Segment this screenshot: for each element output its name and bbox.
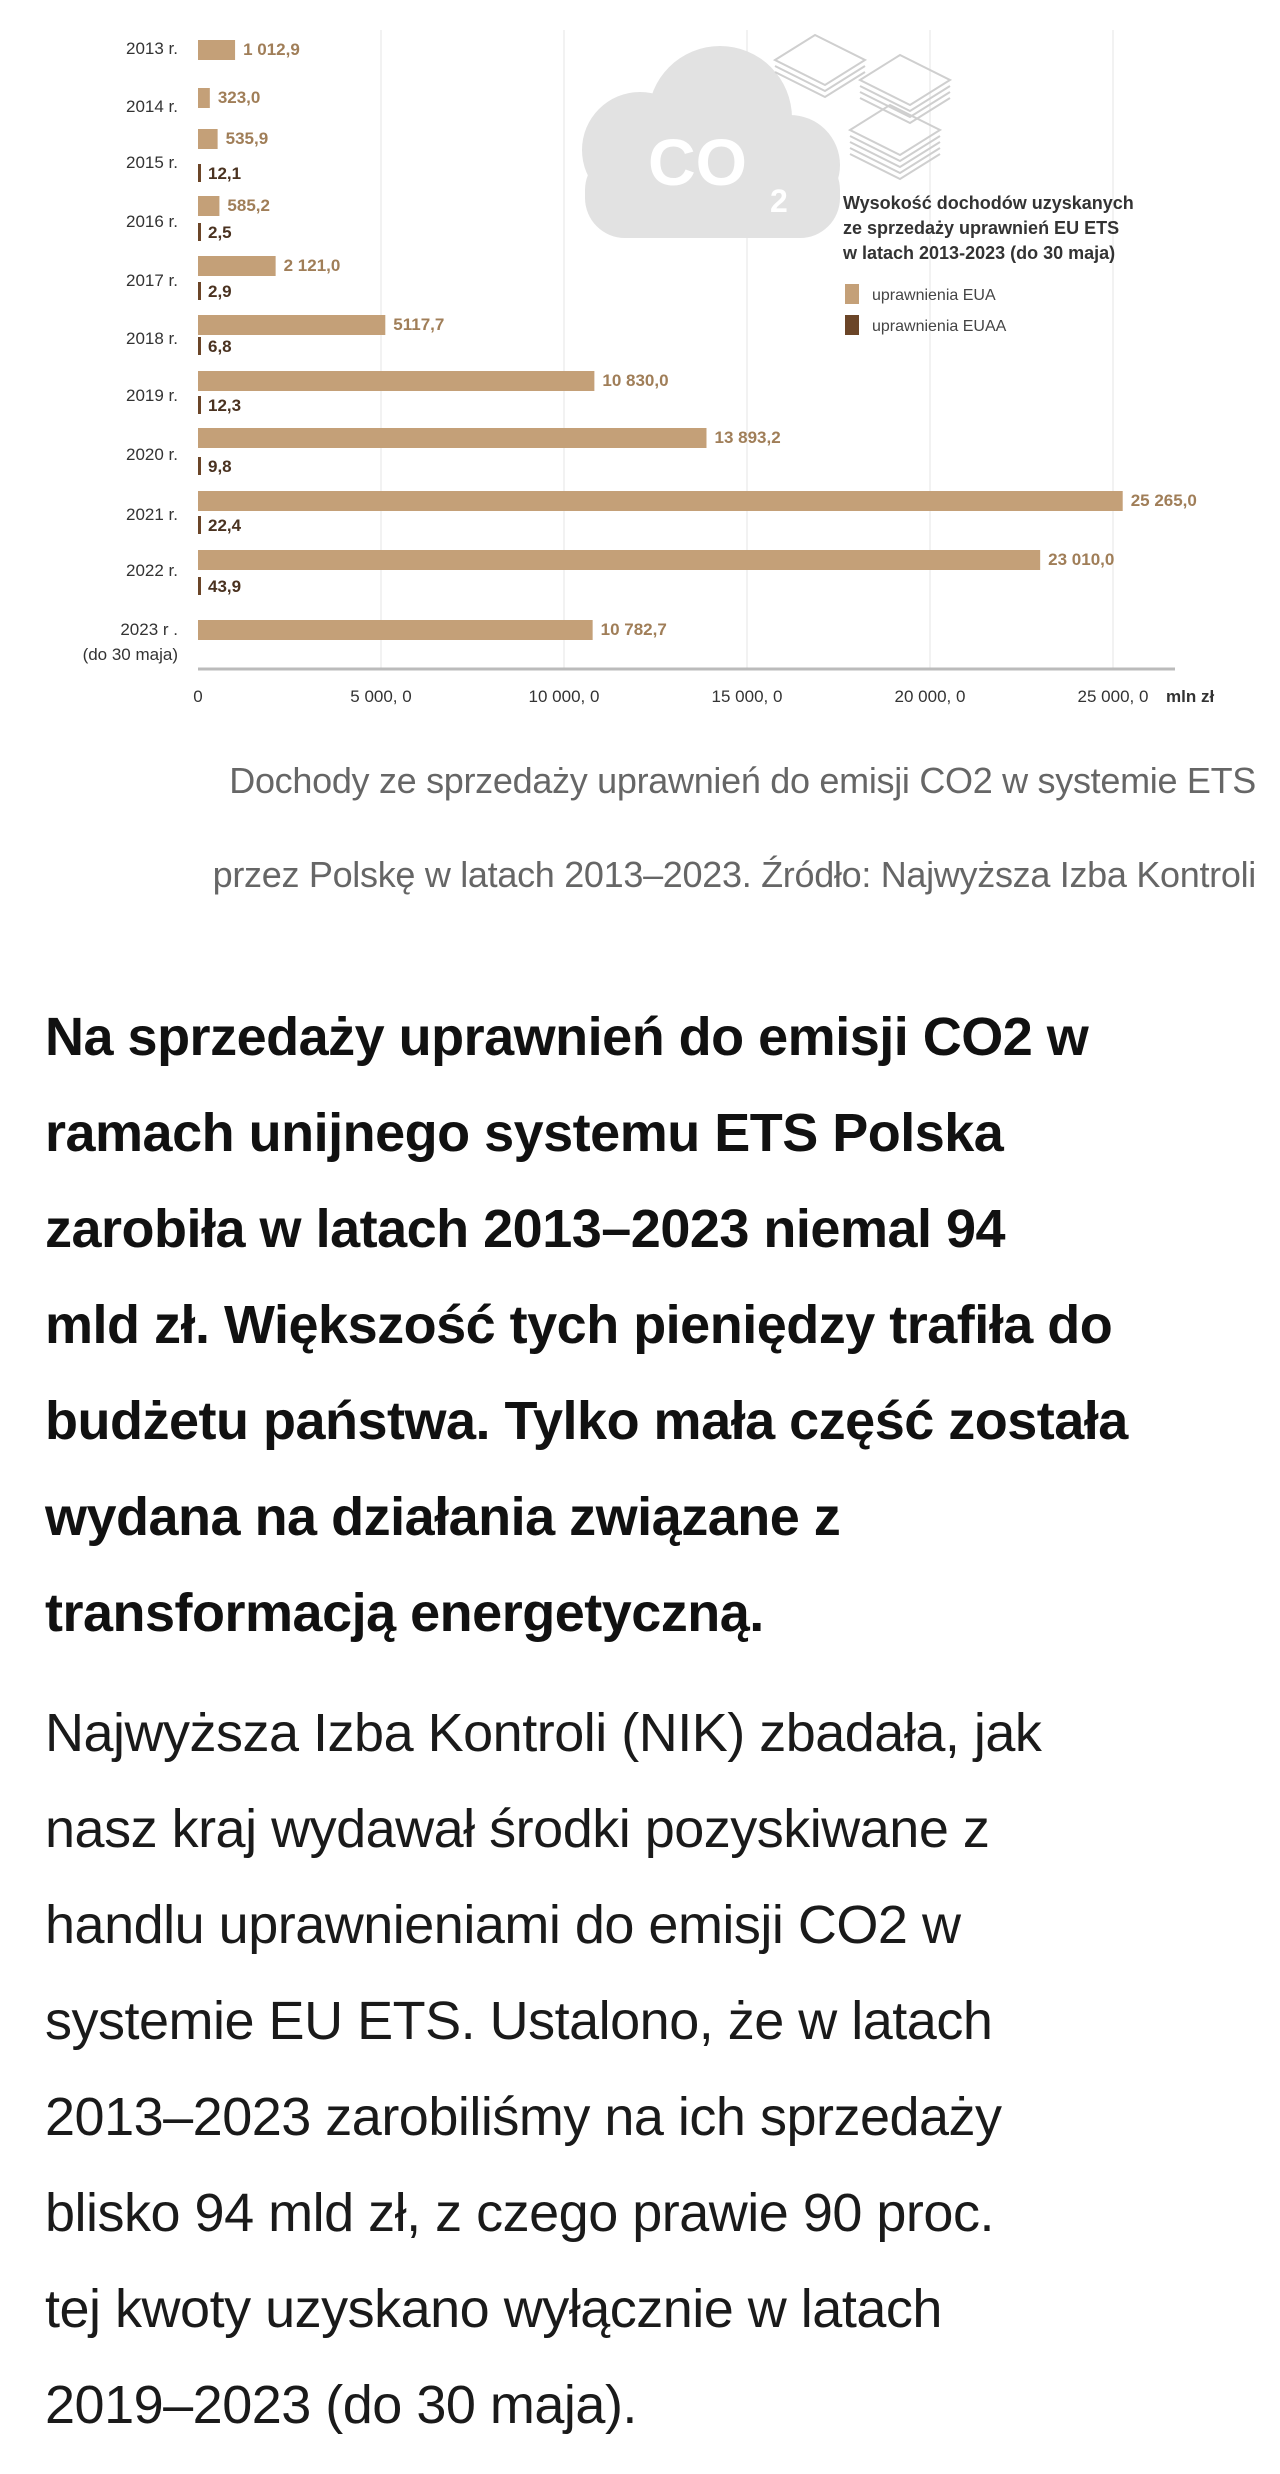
legend-label-euaa: uprawnienia EUAA	[872, 318, 1007, 335]
chart-title-line-2: ze sprzedaży uprawnień EU ETS	[843, 218, 1119, 238]
legend-swatch-euaa	[845, 315, 859, 335]
bar-label-euaa: 12,1	[208, 164, 241, 183]
bar-eua	[198, 129, 218, 149]
article-lead: Na sprzedaży uprawnień do emisji CO2 w r…	[45, 989, 1260, 1661]
legend-swatch-eua	[845, 284, 859, 304]
y-category-label: 2017 r.	[126, 271, 178, 290]
bar-label-euaa: 6,8	[208, 337, 232, 356]
bar-eua	[198, 620, 593, 640]
co2-cloud-icon: CO 2	[582, 46, 840, 238]
bar-label-euaa: 22,4	[208, 516, 242, 535]
chart-title-line-3: w latach 2013-2023 (do 30 maja)	[842, 243, 1115, 263]
bar-label-eua: 585,2	[227, 196, 270, 215]
bar-eua	[198, 40, 236, 60]
lead-line: ramach unijnego systemu ETS Polska	[45, 1103, 1004, 1163]
x-tick-label: 15 000, 0	[712, 687, 783, 706]
bar-eua	[198, 491, 1123, 511]
bar-label-eua: 13 893,2	[714, 428, 780, 447]
article-paragraph: Najwyższa Izba Kontroli (NIK) zbadała, j…	[45, 1685, 1260, 2453]
lead-line: mld zł. Większość tych pieniędzy trafiła…	[45, 1295, 1113, 1355]
cloud-subscript: 2	[770, 183, 788, 219]
caption-line: Dochody ze sprzedaży uprawnień do emisji…	[229, 760, 1256, 801]
bar-eua	[198, 371, 595, 391]
bar-label-euaa: 2,5	[208, 223, 232, 242]
bar-label-eua: 2 121,0	[284, 256, 341, 275]
bar-eua	[198, 256, 276, 276]
bar-eua	[198, 196, 220, 216]
bar-label-eua: 23 010,0	[1048, 550, 1114, 569]
legend-label-eua: uprawnienia EUA	[872, 287, 996, 304]
bar-euaa	[198, 577, 201, 595]
y-category-label: 2014 r.	[126, 97, 178, 116]
bar-label-euaa: 43,9	[208, 577, 241, 596]
y-category-label: 2021 r.	[126, 505, 178, 524]
lead-line: wydana na działania związane z	[45, 1487, 841, 1547]
bar-label-eua: 25 265,0	[1131, 491, 1197, 510]
bar-label-eua: 1 012,9	[243, 40, 300, 59]
y-category-label: 2015 r.	[126, 153, 178, 172]
x-tick-label: 10 000, 0	[529, 687, 600, 706]
paragraph-line: handlu uprawnieniami do emisji CO2 w	[45, 1895, 961, 1955]
caption-line: przez Polskę w latach 2013–2023. Źródło:…	[212, 854, 1257, 895]
y-category-label: 2020 r.	[126, 445, 178, 464]
bar-euaa	[198, 516, 201, 534]
bar-eua	[198, 88, 210, 108]
y-category-sublabel: (do 30 maja)	[83, 645, 178, 664]
y-category-label: 2016 r.	[126, 212, 178, 231]
bar-label-eua: 10 830,0	[602, 371, 668, 390]
bar-eua	[198, 315, 386, 335]
lead-line: budżetu państwa. Tylko mała część został…	[45, 1391, 1128, 1451]
lead-line: zarobiła w latach 2013–2023 niemal 94	[45, 1199, 1006, 1259]
bar-euaa	[198, 282, 201, 300]
banknotes-icon	[772, 33, 953, 181]
bar-euaa	[198, 164, 201, 182]
paragraph-line: nasz kraj wydawał środki pozyskiwane z	[45, 1799, 990, 1859]
bar-label-eua: 10 782,7	[601, 620, 667, 639]
paragraph-line: 2013–2023 zarobiliśmy na ich sprzedaży	[45, 2087, 1002, 2147]
bar-eua	[198, 428, 707, 448]
bar-label-eua: 323,0	[218, 88, 261, 107]
y-category-label: 2022 r.	[126, 561, 178, 580]
chart-title-line-1: Wysokość dochodów uzyskanych	[843, 193, 1134, 213]
bar-label-eua: 5117,7	[393, 315, 444, 334]
paragraph-line: tej kwoty uzyskano wyłącznie w latach	[45, 2279, 942, 2339]
chart-legend: Wysokość dochodów uzyskanych ze sprzedaż…	[842, 193, 1134, 335]
lead-line: transformacją energetyczną.	[45, 1583, 764, 1643]
x-tick-label: 0	[193, 687, 202, 706]
bar-label-eua: 535,9	[226, 129, 269, 148]
lead-line: Na sprzedaży uprawnień do emisji CO2 w	[45, 1007, 1089, 1067]
bar-eua	[198, 550, 1041, 570]
y-category-label: 2023 r .	[120, 620, 178, 639]
paragraph-line: systemie EU ETS. Ustalono, że w latach	[45, 1991, 993, 2051]
chart-caption: Dochody ze sprzedaży uprawnień do emisji…	[40, 734, 1257, 922]
x-axis-unit: mln zł	[1166, 687, 1214, 706]
paragraph-line: 2019–2023 (do 30 maja).	[45, 2375, 637, 2435]
y-category-label: 2013 r.	[126, 39, 178, 58]
bar-euaa	[198, 457, 201, 475]
revenue-bar-chart: CO 2 Wysokość dochodów uzyskanych ze spr…	[83, 30, 1214, 706]
x-tick-label: 5 000, 0	[350, 687, 411, 706]
y-category-label: 2018 r.	[126, 329, 178, 348]
y-category-label: 2019 r.	[126, 386, 178, 405]
x-tick-label: 20 000, 0	[895, 687, 966, 706]
bar-label-euaa: 2,9	[208, 282, 232, 301]
paragraph-line: blisko 94 mld zł, z czego prawie 90 proc…	[45, 2183, 994, 2243]
bar-euaa	[198, 223, 201, 241]
bar-euaa	[198, 396, 201, 414]
paragraph-line: Najwyższa Izba Kontroli (NIK) zbadała, j…	[45, 1703, 1042, 1763]
bar-label-euaa: 9,8	[208, 457, 232, 476]
x-tick-label: 25 000, 0	[1078, 687, 1149, 706]
bar-euaa	[198, 337, 201, 355]
bar-label-euaa: 12,3	[208, 396, 241, 415]
cloud-text: CO	[648, 125, 747, 199]
